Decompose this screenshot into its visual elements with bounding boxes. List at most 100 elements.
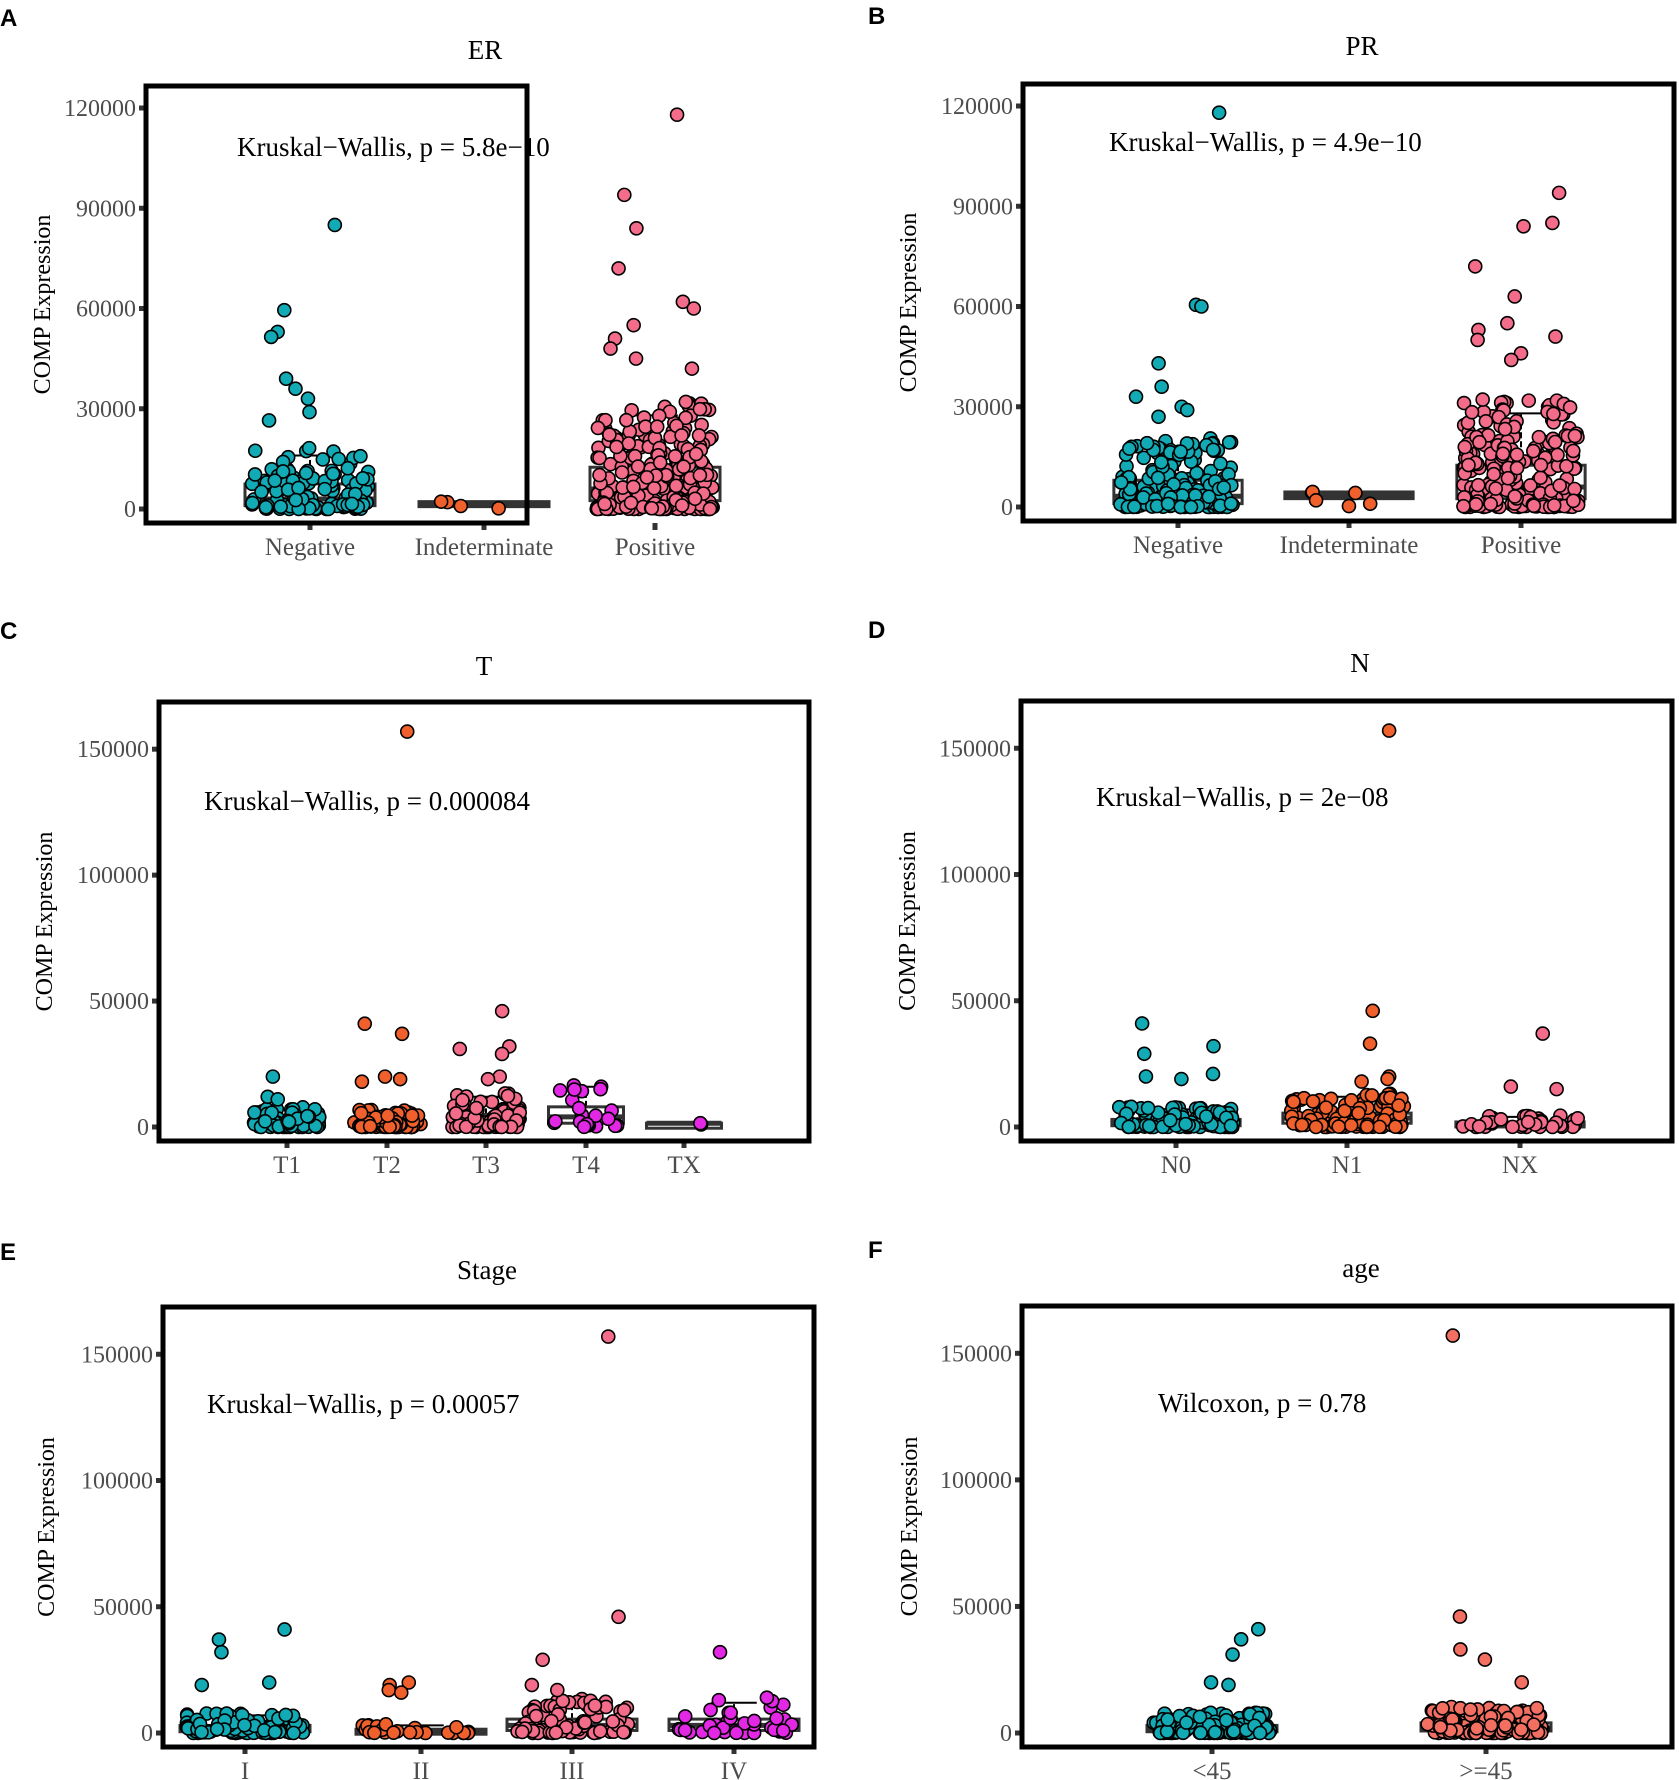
data-point	[528, 1708, 544, 1724]
data-point	[652, 455, 668, 470]
data-point	[194, 1724, 209, 1740]
data-point	[592, 467, 607, 483]
stat-annotation: Kruskal−Wallis, p = 5.8e−10	[237, 132, 550, 162]
outlier-point	[1138, 1069, 1154, 1084]
y-tick-label: 0	[137, 1115, 149, 1141]
data-point	[649, 419, 665, 435]
x-tick-label: <45	[1192, 1758, 1231, 1780]
data-point	[301, 440, 317, 456]
outlier-point	[494, 1003, 510, 1019]
data-point	[367, 1725, 382, 1741]
outlier-point	[1206, 1038, 1221, 1054]
outlier-point	[1308, 493, 1324, 508]
panel-C: C T COMP Expression 0 50000 100000 150000 T1 T2 T…	[0, 618, 812, 1179]
y-tick-label: 150000	[939, 736, 1011, 762]
data-point	[267, 473, 283, 488]
data-point	[1567, 481, 1582, 497]
data-point	[687, 491, 703, 507]
x-tick-label: T4	[572, 1152, 600, 1179]
data-point	[1294, 1117, 1310, 1133]
data-point	[1463, 1702, 1478, 1717]
outlier-point	[593, 1081, 608, 1097]
data-point	[1478, 414, 1494, 429]
group-T1: T1	[246, 1069, 327, 1179]
outlier-point	[377, 1069, 393, 1084]
data-point	[691, 428, 707, 443]
y-axis-label: COMP Expression	[34, 1437, 60, 1617]
x-tick-label: NX	[1502, 1152, 1538, 1179]
data-point	[746, 1713, 762, 1729]
outlier-point	[1535, 1026, 1551, 1041]
group-T4: T4	[547, 1078, 625, 1179]
y-tick-label: 0	[141, 1721, 153, 1747]
x-tick-label: I	[241, 1758, 249, 1780]
outlier-point	[1551, 185, 1567, 201]
data-point	[1565, 443, 1581, 459]
outlier-point	[399, 724, 415, 739]
data-point	[775, 1723, 791, 1738]
data-point	[1483, 1717, 1499, 1733]
outlier-point	[401, 1675, 417, 1690]
outlier-point	[1365, 1003, 1380, 1019]
y-axis-label: COMP Expression	[897, 1437, 923, 1617]
data-point	[729, 1725, 744, 1741]
data-point	[644, 500, 660, 516]
data-point	[1531, 429, 1547, 445]
data-point	[245, 495, 260, 511]
plot-frame	[1019, 1303, 1675, 1750]
data-point	[1505, 1119, 1520, 1135]
data-point	[614, 465, 630, 480]
data-point	[1223, 1118, 1239, 1134]
data-point	[1567, 428, 1583, 444]
outlier-point	[1514, 1675, 1530, 1690]
data-point	[1533, 457, 1549, 473]
data-point	[353, 1105, 369, 1121]
data-point	[286, 1725, 301, 1741]
panel-letter-F: F	[868, 1237, 883, 1264]
data-point	[1420, 1716, 1435, 1732]
data-point	[1305, 1094, 1321, 1109]
data-point	[1318, 1100, 1334, 1115]
data-point	[1159, 1724, 1175, 1739]
outlier-point	[617, 187, 632, 203]
data-point	[1507, 489, 1523, 504]
y-tick-label: 100000	[77, 863, 149, 889]
data-point	[706, 1725, 722, 1741]
data-point	[494, 1119, 509, 1135]
outlier-point	[550, 1682, 565, 1698]
data-point	[677, 1709, 693, 1724]
data-point	[1533, 470, 1548, 486]
group-Indeterminate: Indeterminate	[415, 494, 553, 561]
outlier-point	[1549, 1081, 1564, 1097]
data-point	[1464, 404, 1480, 420]
outlier-point	[492, 1069, 508, 1084]
data-point	[1192, 1709, 1208, 1725]
data-point	[1497, 421, 1513, 437]
data-point	[1178, 1116, 1193, 1132]
outlier-point	[712, 1644, 728, 1660]
outlier-point	[628, 351, 644, 366]
data-point	[1359, 1119, 1375, 1134]
data-point	[458, 1119, 474, 1135]
data-point	[1546, 406, 1561, 422]
group-Positive: Positive	[588, 107, 722, 561]
data-point	[1488, 481, 1504, 496]
outlier-point	[214, 1644, 229, 1660]
outlier-point	[354, 1074, 370, 1089]
outlier-point	[675, 294, 691, 310]
data-point	[1486, 466, 1502, 482]
outlier-point	[277, 302, 292, 318]
outlier-point	[1380, 1071, 1395, 1087]
data-point	[315, 452, 331, 467]
outlier-point	[1452, 1609, 1468, 1624]
data-point	[500, 1088, 516, 1104]
y-tick-label: 60000	[76, 297, 136, 323]
outlier-point	[669, 107, 685, 122]
data-point	[1500, 470, 1516, 486]
outlier-point	[1516, 219, 1531, 234]
data-point	[1223, 496, 1239, 511]
outlier-point	[1211, 105, 1227, 120]
outlier-point	[693, 1115, 708, 1131]
outlier-point	[1513, 345, 1529, 361]
data-point	[621, 436, 637, 451]
